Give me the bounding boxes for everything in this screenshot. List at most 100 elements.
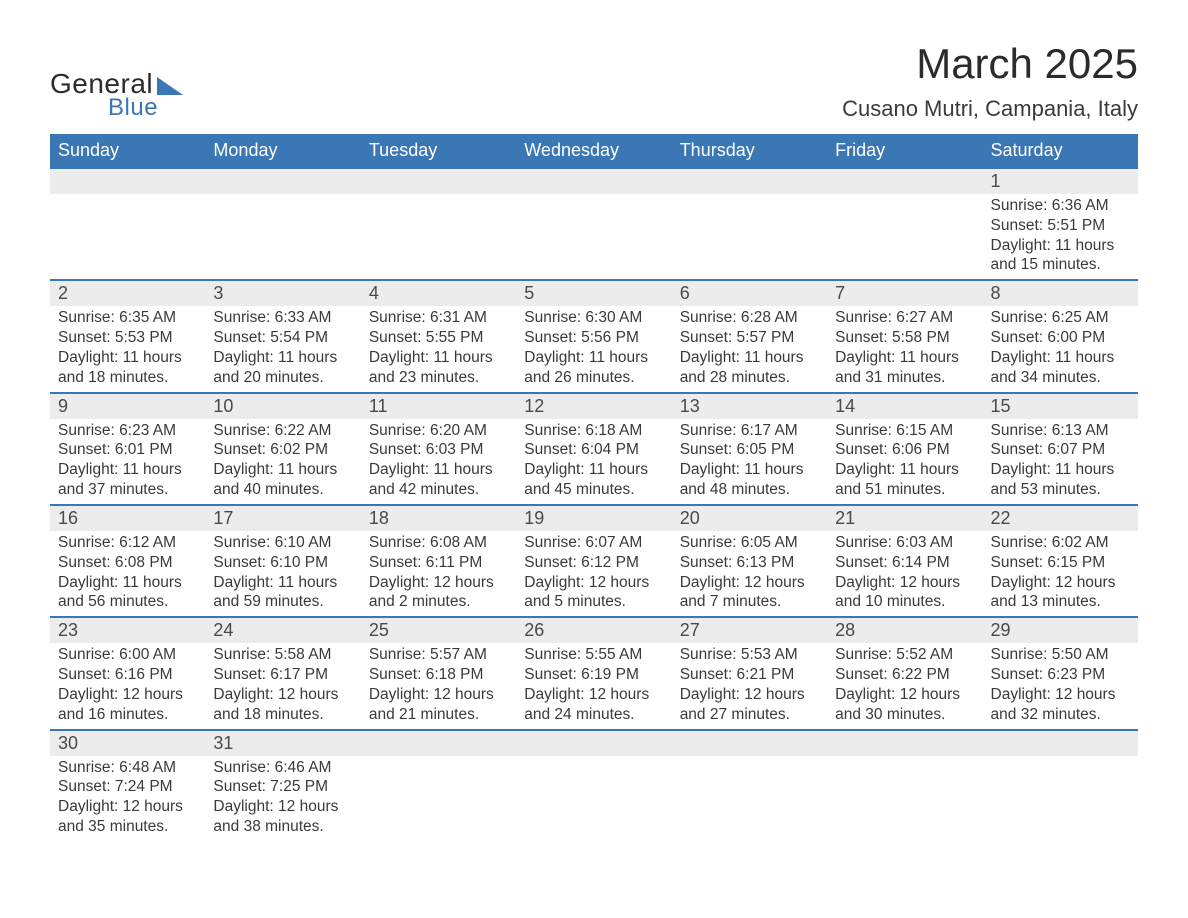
- header: General Blue March 2025 Cusano Mutri, Ca…: [50, 40, 1138, 122]
- day-cell: 19Sunrise: 6:07 AMSunset: 6:12 PMDayligh…: [516, 505, 671, 617]
- calendar-row: 1Sunrise: 6:36 AMSunset: 5:51 PMDaylight…: [50, 168, 1138, 280]
- location-subtitle: Cusano Mutri, Campania, Italy: [842, 96, 1138, 122]
- day-cell: 9Sunrise: 6:23 AMSunset: 6:01 PMDaylight…: [50, 393, 205, 505]
- day-number: 22: [983, 506, 1138, 531]
- weekday-header: Saturday: [983, 134, 1138, 168]
- day-number: 9: [50, 394, 205, 419]
- calendar-row: 9Sunrise: 6:23 AMSunset: 6:01 PMDaylight…: [50, 393, 1138, 505]
- day-number: 6: [672, 281, 827, 306]
- calendar-body: 1Sunrise: 6:36 AMSunset: 5:51 PMDaylight…: [50, 168, 1138, 841]
- day-details: Sunrise: 6:28 AMSunset: 5:57 PMDaylight:…: [672, 306, 827, 391]
- day-details: Sunrise: 6:46 AMSunset: 7:25 PMDaylight:…: [205, 756, 360, 841]
- day-details: Sunrise: 5:52 AMSunset: 6:22 PMDaylight:…: [827, 643, 982, 728]
- day-cell: 13Sunrise: 6:17 AMSunset: 6:05 PMDayligh…: [672, 393, 827, 505]
- day-cell: 4Sunrise: 6:31 AMSunset: 5:55 PMDaylight…: [361, 280, 516, 392]
- day-details: Sunrise: 6:36 AMSunset: 5:51 PMDaylight:…: [983, 194, 1138, 279]
- empty-cell: [361, 730, 516, 841]
- empty-cell: [672, 168, 827, 280]
- day-cell: 11Sunrise: 6:20 AMSunset: 6:03 PMDayligh…: [361, 393, 516, 505]
- day-number: 11: [361, 394, 516, 419]
- weekday-header-row: SundayMondayTuesdayWednesdayThursdayFrid…: [50, 134, 1138, 168]
- day-cell: 24Sunrise: 5:58 AMSunset: 6:17 PMDayligh…: [205, 617, 360, 729]
- day-number: 2: [50, 281, 205, 306]
- day-cell: 18Sunrise: 6:08 AMSunset: 6:11 PMDayligh…: [361, 505, 516, 617]
- day-details: Sunrise: 6:15 AMSunset: 6:06 PMDaylight:…: [827, 419, 982, 504]
- day-cell: 16Sunrise: 6:12 AMSunset: 6:08 PMDayligh…: [50, 505, 205, 617]
- empty-daynum-band: [827, 731, 982, 756]
- logo-text-blue: Blue: [108, 94, 158, 122]
- day-cell: 31Sunrise: 6:46 AMSunset: 7:25 PMDayligh…: [205, 730, 360, 841]
- logo: General Blue: [50, 40, 183, 122]
- weekday-header: Monday: [205, 134, 360, 168]
- day-number: 10: [205, 394, 360, 419]
- day-number: 27: [672, 618, 827, 643]
- day-details: Sunrise: 6:17 AMSunset: 6:05 PMDaylight:…: [672, 419, 827, 504]
- day-details: Sunrise: 6:00 AMSunset: 6:16 PMDaylight:…: [50, 643, 205, 728]
- day-cell: 14Sunrise: 6:15 AMSunset: 6:06 PMDayligh…: [827, 393, 982, 505]
- day-number: 31: [205, 731, 360, 756]
- day-number: 15: [983, 394, 1138, 419]
- title-block: March 2025 Cusano Mutri, Campania, Italy: [842, 40, 1138, 122]
- day-cell: 25Sunrise: 5:57 AMSunset: 6:18 PMDayligh…: [361, 617, 516, 729]
- day-number: 17: [205, 506, 360, 531]
- day-details: Sunrise: 5:55 AMSunset: 6:19 PMDaylight:…: [516, 643, 671, 728]
- day-details: Sunrise: 6:10 AMSunset: 6:10 PMDaylight:…: [205, 531, 360, 616]
- day-number: 28: [827, 618, 982, 643]
- month-title: March 2025: [842, 40, 1138, 88]
- day-details: Sunrise: 5:53 AMSunset: 6:21 PMDaylight:…: [672, 643, 827, 728]
- calendar-row: 23Sunrise: 6:00 AMSunset: 6:16 PMDayligh…: [50, 617, 1138, 729]
- calendar-row: 30Sunrise: 6:48 AMSunset: 7:24 PMDayligh…: [50, 730, 1138, 841]
- empty-cell: [983, 730, 1138, 841]
- day-cell: 3Sunrise: 6:33 AMSunset: 5:54 PMDaylight…: [205, 280, 360, 392]
- day-cell: 5Sunrise: 6:30 AMSunset: 5:56 PMDaylight…: [516, 280, 671, 392]
- day-cell: 23Sunrise: 6:00 AMSunset: 6:16 PMDayligh…: [50, 617, 205, 729]
- day-details: Sunrise: 6:22 AMSunset: 6:02 PMDaylight:…: [205, 419, 360, 504]
- weekday-header: Wednesday: [516, 134, 671, 168]
- day-details: Sunrise: 6:30 AMSunset: 5:56 PMDaylight:…: [516, 306, 671, 391]
- day-cell: 30Sunrise: 6:48 AMSunset: 7:24 PMDayligh…: [50, 730, 205, 841]
- logo-sail-icon: [157, 77, 183, 95]
- day-details: Sunrise: 5:58 AMSunset: 6:17 PMDaylight:…: [205, 643, 360, 728]
- empty-cell: [205, 168, 360, 280]
- day-number: 1: [983, 169, 1138, 194]
- day-cell: 2Sunrise: 6:35 AMSunset: 5:53 PMDaylight…: [50, 280, 205, 392]
- day-cell: 8Sunrise: 6:25 AMSunset: 6:00 PMDaylight…: [983, 280, 1138, 392]
- day-cell: 22Sunrise: 6:02 AMSunset: 6:15 PMDayligh…: [983, 505, 1138, 617]
- day-number: 24: [205, 618, 360, 643]
- day-details: Sunrise: 6:23 AMSunset: 6:01 PMDaylight:…: [50, 419, 205, 504]
- weekday-header: Thursday: [672, 134, 827, 168]
- day-number: 16: [50, 506, 205, 531]
- day-cell: 15Sunrise: 6:13 AMSunset: 6:07 PMDayligh…: [983, 393, 1138, 505]
- weekday-header: Sunday: [50, 134, 205, 168]
- day-number: 26: [516, 618, 671, 643]
- day-cell: 10Sunrise: 6:22 AMSunset: 6:02 PMDayligh…: [205, 393, 360, 505]
- empty-daynum-band: [361, 169, 516, 194]
- day-number: 30: [50, 731, 205, 756]
- day-details: Sunrise: 6:05 AMSunset: 6:13 PMDaylight:…: [672, 531, 827, 616]
- day-number: 13: [672, 394, 827, 419]
- empty-daynum-band: [516, 731, 671, 756]
- empty-cell: [827, 730, 982, 841]
- day-details: Sunrise: 5:57 AMSunset: 6:18 PMDaylight:…: [361, 643, 516, 728]
- day-cell: 6Sunrise: 6:28 AMSunset: 5:57 PMDaylight…: [672, 280, 827, 392]
- day-cell: 12Sunrise: 6:18 AMSunset: 6:04 PMDayligh…: [516, 393, 671, 505]
- empty-daynum-band: [516, 169, 671, 194]
- day-details: Sunrise: 6:20 AMSunset: 6:03 PMDaylight:…: [361, 419, 516, 504]
- weekday-header: Friday: [827, 134, 982, 168]
- day-number: 29: [983, 618, 1138, 643]
- day-details: Sunrise: 6:12 AMSunset: 6:08 PMDaylight:…: [50, 531, 205, 616]
- calendar-row: 16Sunrise: 6:12 AMSunset: 6:08 PMDayligh…: [50, 505, 1138, 617]
- day-number: 19: [516, 506, 671, 531]
- empty-cell: [516, 168, 671, 280]
- empty-cell: [361, 168, 516, 280]
- day-details: Sunrise: 6:02 AMSunset: 6:15 PMDaylight:…: [983, 531, 1138, 616]
- day-details: Sunrise: 6:33 AMSunset: 5:54 PMDaylight:…: [205, 306, 360, 391]
- empty-cell: [672, 730, 827, 841]
- empty-daynum-band: [672, 169, 827, 194]
- day-number: 14: [827, 394, 982, 419]
- empty-daynum-band: [205, 169, 360, 194]
- day-number: 3: [205, 281, 360, 306]
- day-details: Sunrise: 6:07 AMSunset: 6:12 PMDaylight:…: [516, 531, 671, 616]
- day-number: 21: [827, 506, 982, 531]
- day-details: Sunrise: 6:13 AMSunset: 6:07 PMDaylight:…: [983, 419, 1138, 504]
